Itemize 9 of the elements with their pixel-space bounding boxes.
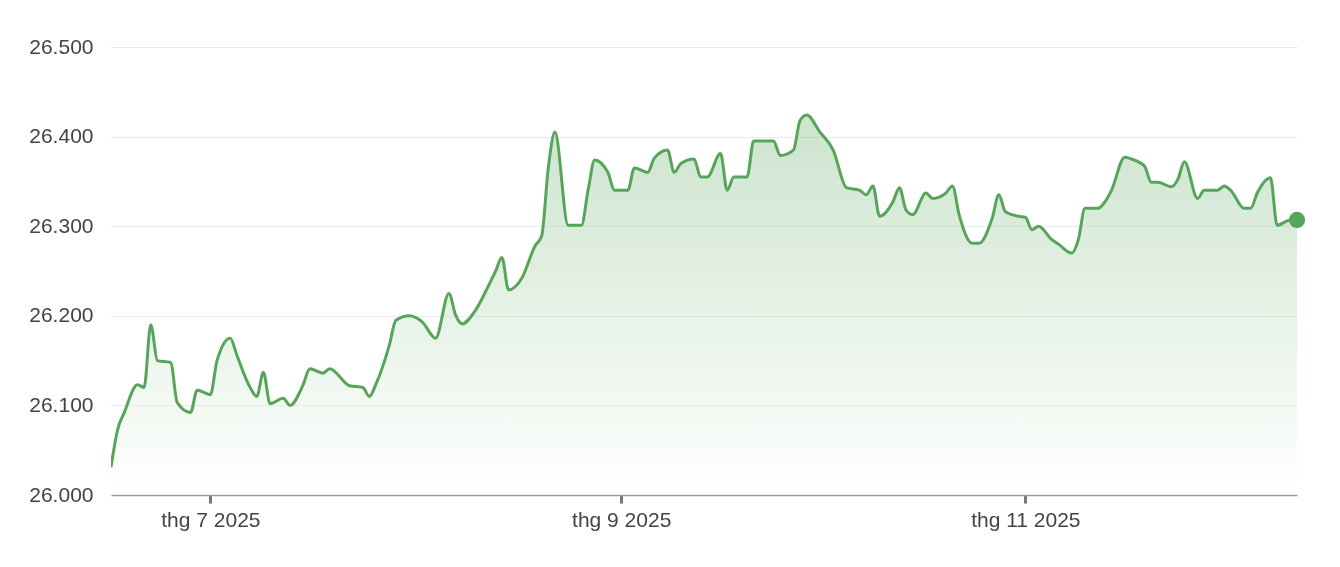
y-tick-label: 26.200 xyxy=(29,303,94,327)
x-tick-label: thg 11 2025 xyxy=(971,507,1081,531)
x-tick-label: thg 9 2025 xyxy=(572,507,672,531)
y-tick-label: 26.100 xyxy=(29,392,94,416)
y-tick-label: 26.300 xyxy=(29,213,94,237)
y-tick-label: 26.500 xyxy=(29,34,94,58)
x-tick-label: thg 7 2025 xyxy=(161,507,261,531)
y-tick-label: 26.000 xyxy=(29,482,94,506)
y-tick-label: 26.400 xyxy=(29,124,94,148)
